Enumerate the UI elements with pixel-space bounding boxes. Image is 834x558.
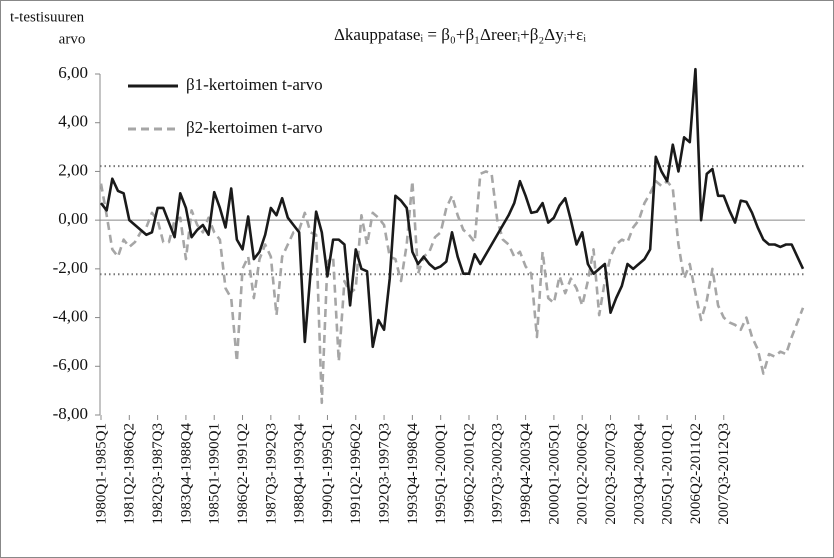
x-tick-label: 2002Q3-2007Q3 bbox=[603, 423, 619, 525]
y-tick-label: -2,00 bbox=[53, 258, 88, 277]
x-tick-label: 1995Q1-2000Q1 bbox=[433, 423, 449, 525]
x-tick-label: 1983Q4-1988Q4 bbox=[178, 423, 194, 525]
x-tick-label: 1997Q3-2002Q3 bbox=[490, 423, 506, 525]
data-line bbox=[99, 170, 805, 405]
x-tick-label: 1996Q2-2001Q2 bbox=[461, 423, 477, 525]
y-tick-label: 6,00 bbox=[58, 63, 88, 82]
x-tick-label: 1993Q4-1998Q4 bbox=[405, 423, 421, 525]
legend-label: β1-kertoimen t-arvo bbox=[186, 75, 323, 94]
chart-title: Δkauppataseᵢ = β₀+β₁Δreerᵢ+β₂Δyᵢ+εᵢ bbox=[334, 25, 586, 44]
x-tick-label: 2001Q2-2006Q2 bbox=[575, 423, 591, 525]
x-tick-label: 1987Q3-1992Q3 bbox=[263, 423, 279, 525]
x-tick-label: 1982Q3-1987Q3 bbox=[150, 423, 166, 525]
x-tick-label: 2005Q1-2010Q1 bbox=[660, 423, 676, 525]
y-axis-label: t-testisuuren bbox=[10, 9, 85, 25]
x-tick-label: 1998Q4-2003Q4 bbox=[518, 423, 534, 525]
y-tick-label: 0,00 bbox=[58, 209, 88, 228]
x-tick-label: 1990Q1-1995Q1 bbox=[320, 423, 336, 525]
x-tick-label: 1980Q1-1985Q1 bbox=[93, 423, 109, 525]
data-line bbox=[99, 67, 805, 349]
x-tick-label: 1986Q2-1991Q2 bbox=[235, 423, 251, 525]
y-tick-label: -6,00 bbox=[53, 355, 88, 374]
x-tick-label: 2007Q3-2012Q3 bbox=[716, 423, 732, 525]
x-tick-label: 1991Q2-1996Q2 bbox=[348, 423, 364, 525]
y-tick-label: 2,00 bbox=[58, 160, 88, 179]
x-tick-label: 1988Q4-1993Q4 bbox=[292, 423, 308, 525]
x-tick-label: 2003Q4-2008Q4 bbox=[631, 423, 647, 525]
x-tick-label: 1985Q1-1990Q1 bbox=[207, 423, 223, 525]
y-tick-label: -8,00 bbox=[53, 404, 88, 423]
legend-label: β2-kertoimen t-arvo bbox=[186, 118, 323, 137]
x-tick-label: 1981Q2-1986Q2 bbox=[122, 423, 138, 525]
y-tick-label: -4,00 bbox=[53, 306, 88, 325]
y-axis-label: arvo bbox=[59, 31, 86, 47]
x-tick-label: 2006Q2-2011Q2 bbox=[688, 423, 704, 524]
x-tick-label: 1992Q3-1997Q3 bbox=[377, 423, 393, 525]
x-tick-label: 2000Q1-2005Q1 bbox=[546, 423, 562, 525]
y-tick-label: 4,00 bbox=[58, 112, 88, 131]
